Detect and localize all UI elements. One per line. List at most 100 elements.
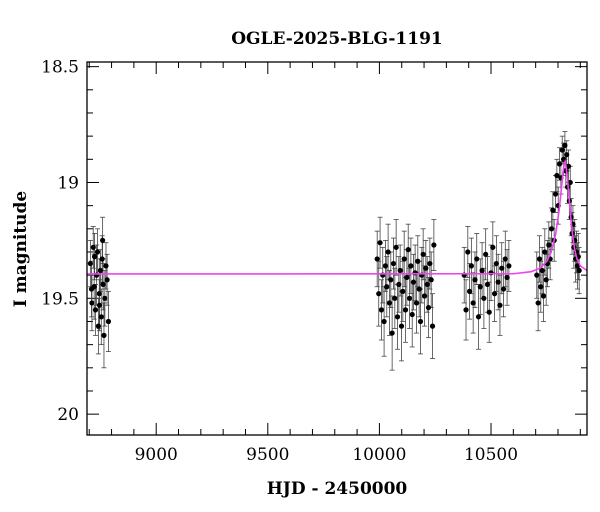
data-point <box>475 314 482 320</box>
data-point <box>385 249 391 255</box>
data-point <box>466 288 473 294</box>
data-point <box>465 249 471 255</box>
x-tick-label: 9500 <box>246 445 289 465</box>
x-axis-label: HJD - 2450000 <box>267 479 408 499</box>
data-point <box>536 256 543 262</box>
error-bars <box>87 131 582 371</box>
data-point <box>88 286 95 292</box>
data-point <box>470 300 476 306</box>
data-point <box>548 226 555 232</box>
data-point <box>100 281 106 288</box>
data-point <box>538 284 544 290</box>
data-point <box>413 300 420 306</box>
data-point <box>386 300 393 306</box>
data-point <box>94 249 101 255</box>
y-tick-label: 19.5 <box>41 289 79 309</box>
data-point <box>374 256 380 262</box>
data-point <box>490 244 496 250</box>
data-point <box>406 295 413 301</box>
data-point <box>398 323 405 329</box>
data-point <box>393 244 399 250</box>
data-point <box>102 295 108 301</box>
data-point <box>98 314 104 320</box>
data-point <box>539 267 545 274</box>
data-point <box>99 256 105 262</box>
data-point <box>89 300 95 306</box>
data-point <box>506 263 512 269</box>
data-point <box>92 307 99 313</box>
data-point <box>574 263 581 269</box>
data-point <box>429 323 436 329</box>
data-point <box>420 251 426 257</box>
data-point <box>397 267 403 274</box>
data-point <box>552 191 559 197</box>
model-curve <box>86 158 588 275</box>
data-point <box>474 256 480 262</box>
data-point <box>425 304 432 311</box>
data-point <box>500 286 507 292</box>
data-point <box>576 267 582 274</box>
data-point <box>378 307 385 313</box>
data-point <box>493 260 499 267</box>
data-point <box>546 242 552 248</box>
y-tick-label: 18.5 <box>41 58 79 78</box>
data-point <box>504 274 510 281</box>
y-axis-label: I magnitude <box>11 191 31 308</box>
data-point <box>415 258 421 264</box>
x-tick-label: 10500 <box>464 445 518 465</box>
data-point <box>567 179 573 186</box>
x-ticks: 9000 9500 10000 10500 <box>88 62 581 465</box>
chart-title: OGLE-2025-BLG-1191 <box>231 29 443 49</box>
plot-frame <box>86 61 588 436</box>
data-point <box>104 277 110 283</box>
data-point <box>412 270 418 276</box>
data-point <box>502 256 508 262</box>
data-point <box>481 295 487 301</box>
data-point <box>421 293 428 299</box>
y-tick-label: 19 <box>57 173 79 193</box>
data-point <box>410 279 417 285</box>
data-point <box>562 142 568 149</box>
data-point <box>535 300 541 306</box>
data-point <box>388 277 394 283</box>
data-point <box>402 307 409 313</box>
data-point <box>389 330 395 336</box>
data-point <box>479 267 485 274</box>
data-point <box>87 260 93 267</box>
x-tick-label: 10000 <box>352 445 406 465</box>
data-point <box>427 260 433 267</box>
data-point <box>431 242 437 248</box>
data-point <box>95 323 101 329</box>
data-point <box>483 251 489 257</box>
data-point <box>105 318 112 325</box>
data-point <box>392 295 398 301</box>
data-point <box>534 272 540 278</box>
x-tick-label: 9000 <box>135 445 178 465</box>
data-point <box>559 147 565 153</box>
data-point <box>554 172 560 179</box>
data-point <box>101 332 107 338</box>
data-point <box>400 288 406 294</box>
data-point <box>543 277 549 283</box>
data-point <box>416 286 422 292</box>
data-point <box>96 302 103 308</box>
data-point <box>394 314 401 320</box>
data-point <box>103 263 109 269</box>
data-point <box>542 249 548 255</box>
data-point <box>404 274 410 281</box>
data-point <box>91 254 98 260</box>
data-point <box>499 265 505 271</box>
data-point <box>477 284 483 290</box>
data-point <box>497 302 503 308</box>
data-point <box>390 260 397 267</box>
data-point <box>417 318 424 325</box>
data-point <box>468 263 474 269</box>
data-point <box>428 277 434 283</box>
data-point <box>96 291 102 297</box>
data-point <box>472 277 478 283</box>
data-point <box>401 256 407 262</box>
data-point <box>423 265 429 271</box>
data-points <box>87 142 582 338</box>
y-tick-label: 20 <box>57 405 79 425</box>
